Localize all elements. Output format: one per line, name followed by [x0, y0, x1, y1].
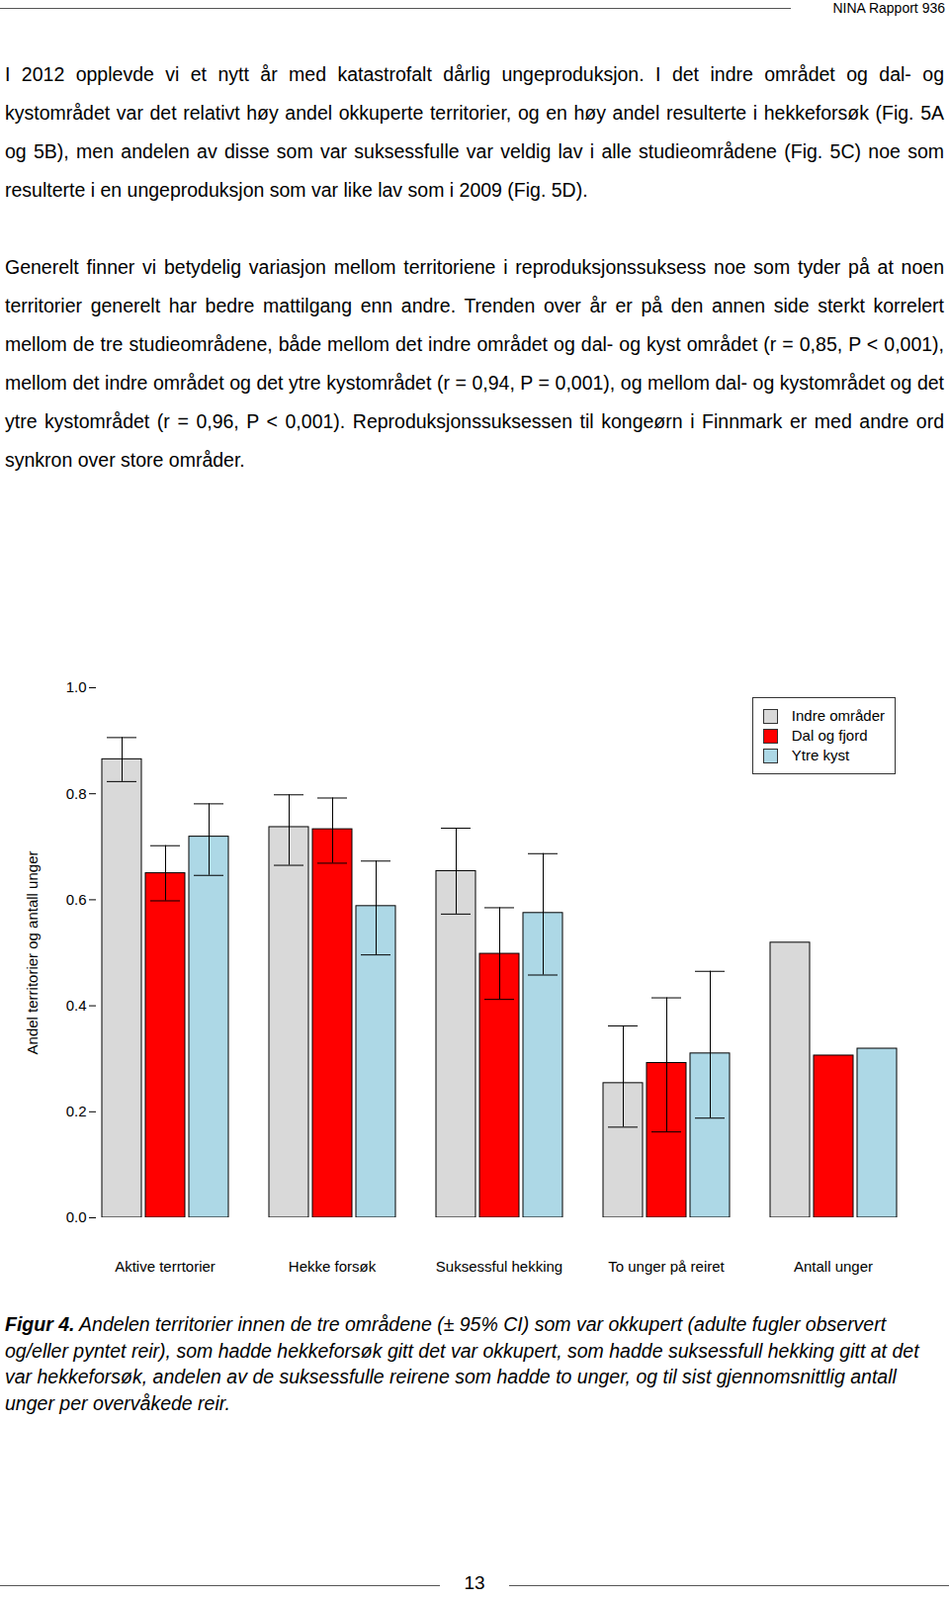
html-text:13: 13: [464, 1571, 485, 1593]
svg-text:0.2: 0.2: [66, 1102, 87, 1120]
svg-text:Andel territorier og antall un: Andel territorier og antall unger: [23, 851, 41, 1055]
svg-text:0.6: 0.6: [66, 890, 87, 908]
html-text:Generelt finner vi betydelig v: Generelt finner vi betydelig variasjon m…: [4, 256, 945, 471]
html-text:Figur 4. Andelen territorier i: Figur 4. Andelen territorier innen de tr…: [4, 1312, 919, 1414]
html-text:Indre områder: Indre områder: [791, 706, 885, 724]
svg-text:To unger på reiret: To unger på reiret: [607, 1257, 725, 1275]
svg-text:Antall unger: Antall unger: [793, 1257, 873, 1275]
svg-text:Suksessful hekking: Suksessful hekking: [435, 1257, 563, 1275]
html-text:NINA Rapport 936: NINA Rapport 936: [832, 0, 946, 16]
svg-text:0.8: 0.8: [66, 784, 87, 802]
html-text:I 2012 opplevde vi et nytt år: I 2012 opplevde vi et nytt år med katast…: [4, 63, 945, 201]
html-text:Dal og fjord: Dal og fjord: [791, 726, 868, 744]
svg-text:0.0: 0.0: [66, 1207, 87, 1225]
svg-text:Aktive terrtorier: Aktive terrtorier: [114, 1257, 216, 1275]
svg-text:1.0: 1.0: [66, 678, 87, 695]
html-text:Ytre kyst: Ytre kyst: [791, 746, 850, 764]
svg-text:0.4: 0.4: [66, 996, 87, 1014]
svg-text:Hekke forsøk: Hekke forsøk: [288, 1257, 377, 1275]
